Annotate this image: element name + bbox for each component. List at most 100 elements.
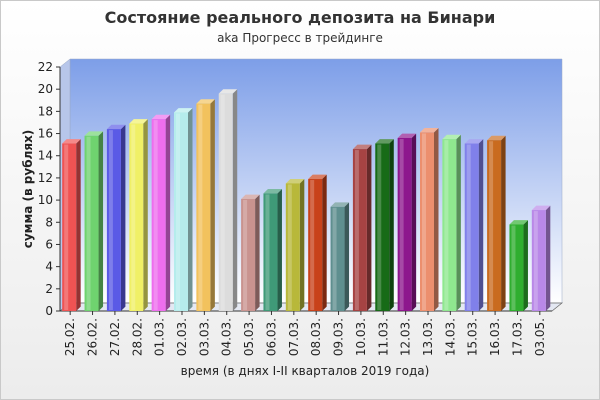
bar-side bbox=[389, 139, 394, 311]
bar-top bbox=[285, 179, 305, 184]
bar-side bbox=[165, 114, 171, 312]
bar-top bbox=[174, 108, 193, 113]
x-tick-label: 11.03. bbox=[376, 318, 390, 356]
bar-front bbox=[129, 123, 144, 312]
bar-highlight bbox=[354, 150, 359, 310]
bar bbox=[375, 139, 394, 311]
bar-top bbox=[375, 139, 394, 144]
y-tick-label: 0 bbox=[45, 304, 53, 318]
bar-front bbox=[464, 143, 479, 311]
bar-side bbox=[98, 131, 104, 311]
bar-top bbox=[129, 119, 148, 124]
bar-highlight bbox=[243, 199, 248, 310]
bar-top bbox=[352, 144, 372, 150]
bar-top bbox=[487, 135, 506, 141]
bar-side bbox=[545, 205, 551, 311]
bar bbox=[218, 89, 238, 311]
bar-highlight bbox=[287, 184, 292, 310]
bar-highlight bbox=[86, 136, 91, 310]
bar-highlight bbox=[511, 225, 516, 310]
x-tick-label: 26.02. bbox=[86, 318, 100, 356]
bar-front bbox=[397, 137, 412, 311]
y-tick-label: 2 bbox=[45, 282, 53, 296]
x-tick-label: 08.03. bbox=[309, 318, 323, 356]
x-tick-label: 14.03. bbox=[443, 318, 457, 356]
bar-front bbox=[285, 183, 300, 311]
y-tick-label: 14 bbox=[38, 149, 53, 163]
chart-subtitle: aka Прогресс в трейдинге bbox=[217, 31, 383, 45]
y-tick-label: 10 bbox=[38, 193, 53, 207]
bar-side bbox=[120, 124, 126, 311]
bar-top bbox=[106, 124, 126, 130]
y-tick-label: 18 bbox=[38, 104, 53, 118]
bar-highlight bbox=[310, 180, 315, 310]
bar-highlight bbox=[153, 120, 158, 310]
bar-front bbox=[352, 149, 367, 311]
chart-title: Состояние реального депозита на Бинари bbox=[104, 8, 496, 27]
x-tick-label: 05.03. bbox=[242, 318, 256, 356]
bar-highlight bbox=[332, 207, 337, 310]
bar-top bbox=[241, 194, 260, 199]
bar-side bbox=[411, 133, 417, 311]
bar-highlight bbox=[176, 113, 180, 311]
bar bbox=[285, 179, 305, 311]
bar-side bbox=[299, 179, 305, 311]
bar-front bbox=[218, 93, 233, 311]
bar-side bbox=[76, 139, 81, 311]
bar-front bbox=[151, 119, 166, 311]
bar-top bbox=[62, 139, 81, 144]
bar-top bbox=[464, 139, 484, 144]
x-tick-label: 02.03. bbox=[175, 318, 189, 356]
bar bbox=[352, 144, 372, 311]
bar-highlight bbox=[108, 130, 113, 310]
bar bbox=[397, 133, 417, 311]
y-tick-label: 12 bbox=[38, 171, 53, 185]
bar-front bbox=[196, 103, 211, 311]
bar-top bbox=[531, 205, 551, 211]
bar-side bbox=[322, 174, 327, 311]
bar-top bbox=[263, 189, 282, 194]
bar-top bbox=[442, 134, 461, 140]
bar-side bbox=[366, 144, 372, 311]
x-tick-label: 12.03. bbox=[399, 318, 413, 356]
bar bbox=[531, 205, 551, 311]
bar-top bbox=[84, 131, 104, 136]
bar bbox=[62, 139, 81, 311]
bar bbox=[151, 114, 171, 312]
bar bbox=[464, 139, 484, 311]
bar-side bbox=[478, 139, 484, 311]
x-tick-label: 10.03. bbox=[354, 318, 368, 356]
bar-highlight bbox=[489, 141, 494, 310]
y-axis-label: сумма (в рублях) bbox=[21, 129, 35, 249]
x-tick-label: 17.03. bbox=[510, 318, 524, 356]
bar bbox=[129, 119, 148, 312]
bar-front bbox=[84, 135, 99, 311]
bar-side bbox=[277, 189, 282, 311]
x-tick-label: 07.03. bbox=[287, 318, 301, 356]
x-tick-label: 27.02. bbox=[108, 318, 122, 356]
x-tick-label: 03.03. bbox=[197, 318, 211, 356]
bar-front bbox=[106, 129, 121, 311]
bar-side bbox=[523, 220, 528, 311]
y-tick-label: 6 bbox=[45, 237, 53, 251]
y-tick-label: 4 bbox=[45, 260, 53, 274]
bar-highlight bbox=[377, 144, 382, 310]
bar-front bbox=[531, 210, 546, 311]
bar bbox=[509, 220, 528, 311]
bar-highlight bbox=[533, 211, 538, 310]
y-tick-label: 20 bbox=[38, 82, 53, 96]
bar-top bbox=[397, 133, 417, 138]
bar-top bbox=[308, 174, 327, 180]
bar-front bbox=[509, 224, 524, 311]
bar-highlight bbox=[64, 144, 69, 310]
x-tick-label: 04.03. bbox=[220, 318, 234, 356]
y-tick-label: 16 bbox=[38, 127, 53, 141]
bar-highlight bbox=[444, 140, 449, 310]
bar-highlight bbox=[131, 124, 136, 311]
bar-front bbox=[330, 206, 345, 311]
x-tick-label: 16.03. bbox=[488, 318, 502, 356]
bar-highlight bbox=[466, 144, 471, 310]
x-tick-label: 28.02. bbox=[130, 318, 144, 356]
x-axis-label: время (в днях I-II кварталов 2019 года) bbox=[180, 364, 430, 378]
bar-front bbox=[263, 193, 278, 311]
